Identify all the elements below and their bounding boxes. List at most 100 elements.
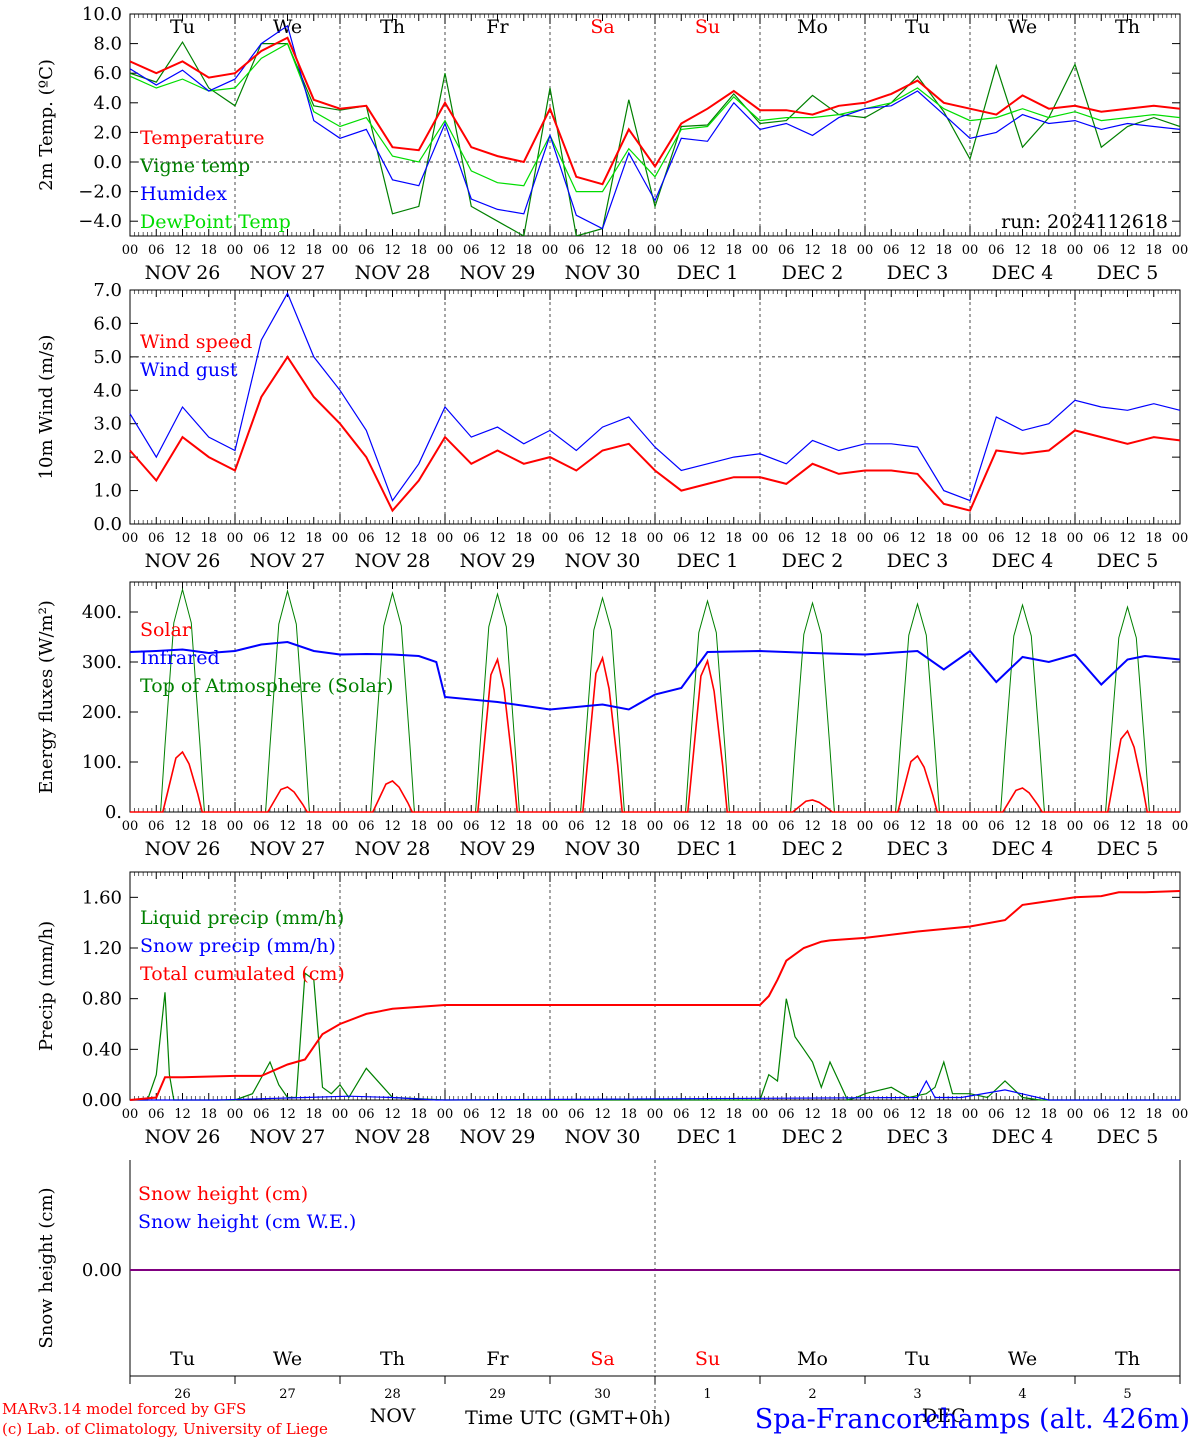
- hour-tick-label: 00: [647, 531, 664, 546]
- hour-tick-label: 00: [752, 243, 769, 258]
- hour-tick-label: 06: [778, 1107, 795, 1122]
- hour-tick-label: 12: [489, 819, 506, 834]
- series-infrared: [129, 640, 1181, 711]
- y-tick-label: 10.0: [82, 4, 122, 25]
- hour-tick-label: 18: [1145, 243, 1162, 258]
- hour-tick-label: 06: [988, 1107, 1005, 1122]
- solar-day-curve: [235, 786, 340, 813]
- weekday-label: Mo: [797, 1348, 828, 1370]
- solar-day-curve: [655, 658, 760, 813]
- hour-tick-label: 18: [620, 1107, 637, 1122]
- hour-tick-label: 06: [988, 243, 1005, 258]
- solar-day-curve: [1075, 729, 1180, 813]
- date-label: DEC 4: [992, 262, 1054, 284]
- y-tick-label: 2.0: [93, 122, 122, 143]
- hour-tick-label: 18: [830, 1107, 847, 1122]
- day-number-label: 30: [594, 1387, 611, 1402]
- solar-day-curve: [760, 799, 865, 813]
- hour-tick-label: 18: [515, 819, 532, 834]
- hour-tick-label: 12: [384, 819, 401, 834]
- weekday-label: We: [1008, 16, 1037, 38]
- hour-tick-label: 18: [305, 243, 322, 258]
- hour-tick-label: 06: [358, 819, 375, 834]
- weekday-label: Th: [380, 1348, 405, 1370]
- legend-entry: Top of Atmosphere (Solar): [140, 675, 393, 697]
- date-label: NOV 26: [145, 838, 221, 860]
- hour-tick-label: 06: [148, 1107, 165, 1122]
- hour-tick-label: 12: [1014, 1107, 1031, 1122]
- date-label: DEC 2: [782, 1126, 844, 1148]
- hour-tick-label: 18: [200, 819, 217, 834]
- y-tick-label: 1.0: [93, 481, 122, 502]
- weekday-label: Tu: [905, 16, 930, 38]
- date-label: NOV 28: [355, 550, 431, 572]
- weekday-label: Tu: [170, 1348, 195, 1370]
- hour-tick-label: 06: [148, 819, 165, 834]
- hour-tick-label: 18: [305, 531, 322, 546]
- hour-tick-label: 06: [148, 531, 165, 546]
- hour-tick-label: 18: [305, 819, 322, 834]
- series-total-cumulated-cm-: [129, 890, 1181, 1101]
- hour-tick-label: 00: [857, 531, 874, 546]
- run-label: run: 2024112618: [1001, 211, 1168, 233]
- hour-tick-label: 06: [463, 819, 480, 834]
- hour-tick-label: 06: [673, 1107, 690, 1122]
- hour-tick-label: 12: [1119, 819, 1136, 834]
- hour-tick-label: 00: [122, 1107, 139, 1122]
- hour-tick-label: 06: [883, 1107, 900, 1122]
- hour-tick-label: 00: [962, 243, 979, 258]
- y-axis-label: 2m Temp. (ºC): [36, 59, 57, 191]
- y-tick-label: 200.: [82, 702, 122, 723]
- hour-tick-label: 12: [489, 243, 506, 258]
- y-tick-label: 8.0: [93, 34, 122, 55]
- date-label: DEC 2: [782, 550, 844, 572]
- y-tick-label: 0.: [105, 802, 122, 823]
- hour-tick-label: 12: [909, 243, 926, 258]
- hour-tick-label: 18: [935, 819, 952, 834]
- series-wind-gust: [129, 291, 1181, 502]
- hour-tick-label: 12: [804, 243, 821, 258]
- solar-day-curve: [970, 787, 1075, 813]
- hour-tick-label: 06: [568, 243, 585, 258]
- hour-tick-label: 12: [594, 243, 611, 258]
- weekday-label: Tu: [170, 16, 195, 38]
- hour-tick-label: 18: [410, 1107, 427, 1122]
- day-number-label: 29: [489, 1387, 506, 1402]
- hour-tick-label: 00: [647, 243, 664, 258]
- date-label: NOV 27: [250, 838, 326, 860]
- y-tick-label: 0.80: [82, 989, 122, 1010]
- series-liquid-precip-mm-h-: [130, 972, 1180, 1101]
- hour-tick-label: 12: [804, 819, 821, 834]
- series-temperature: [130, 36, 1180, 186]
- day-number-label: 5: [1123, 1387, 1131, 1402]
- hour-tick-label: 00: [962, 819, 979, 834]
- toa-solar-day-curve: [1075, 605, 1180, 813]
- hour-tick-label: 18: [200, 243, 217, 258]
- hour-tick-label: 18: [620, 819, 637, 834]
- date-label: DEC 1: [677, 838, 739, 860]
- legend-entry: Total cumulated (cm): [140, 963, 345, 985]
- date-label: NOV 27: [250, 1126, 326, 1148]
- y-tick-label: 4.0: [93, 380, 122, 401]
- day-number-label: 28: [384, 1387, 401, 1402]
- hour-tick-label: 06: [568, 531, 585, 546]
- hour-tick-label: 00: [1067, 1107, 1084, 1122]
- hour-tick-label: 18: [410, 819, 427, 834]
- hour-tick-label: 00: [752, 819, 769, 834]
- hour-tick-label: 18: [725, 243, 742, 258]
- date-label: DEC 4: [992, 1126, 1054, 1148]
- hour-tick-label: 00: [122, 531, 139, 546]
- hour-tick-label: 00: [1172, 243, 1189, 258]
- hour-tick-label: 18: [200, 1107, 217, 1122]
- day-number-label: 2: [808, 1387, 816, 1402]
- y-tick-label: 100.: [82, 752, 122, 773]
- hour-tick-label: 18: [725, 531, 742, 546]
- y-tick-label: 6.0: [93, 313, 122, 334]
- hour-tick-label: 00: [857, 243, 874, 258]
- hour-tick-label: 06: [883, 819, 900, 834]
- y-axis-label: 10m Wind (m/s): [36, 335, 57, 480]
- y-tick-label: 0.00: [82, 1090, 122, 1111]
- hour-tick-label: 18: [1040, 243, 1057, 258]
- hour-tick-label: 12: [699, 243, 716, 258]
- legend-entry: Infrared: [140, 647, 220, 669]
